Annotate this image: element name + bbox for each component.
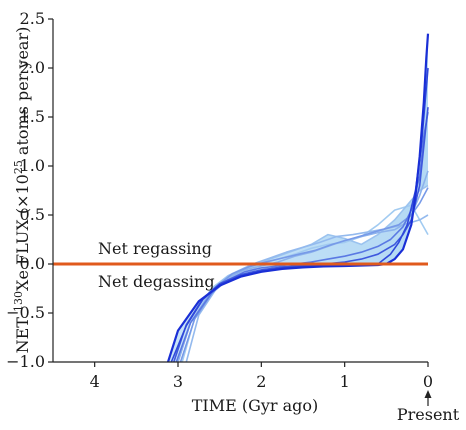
y-tick-label: −1.0 <box>6 352 45 371</box>
ensemble-envelope <box>168 33 428 362</box>
x-tick-label: 1 <box>340 372 350 391</box>
y-tick-label: 2.0 <box>20 58 45 77</box>
y-tick-label: −0.5 <box>6 303 45 322</box>
x-axis-label: TIME (Gyr ago) <box>192 396 319 415</box>
series-group <box>166 33 430 363</box>
annotation-net-degassing: Net degassing <box>98 272 215 291</box>
labels-group: Net regassing Net degassing TIME (Gyr ag… <box>12 27 460 424</box>
y-tick-label: 2.5 <box>20 9 45 28</box>
ensemble-fill <box>168 33 428 362</box>
y-tick-label: 0.0 <box>20 254 45 273</box>
axes-group: −1.0 −0.5 0.0 0.5 1.0 1.5 2.0 2.5 4 3 2 1 0 <box>6 9 433 406</box>
series-line-9 <box>179 187 429 363</box>
x-tick-label: 4 <box>90 372 100 391</box>
y-tick-label: 1.0 <box>20 156 45 175</box>
series-line-1 <box>166 33 430 363</box>
y-tick-label: 1.5 <box>20 107 45 126</box>
annotation-net-regassing: Net regassing <box>98 239 212 258</box>
annotation-present: Present <box>397 405 460 424</box>
x-tick-label: 0 <box>423 372 433 391</box>
x-tick-label: 3 <box>173 372 183 391</box>
x-tick-label: 2 <box>256 372 266 391</box>
series-line-5 <box>177 184 429 363</box>
y-axis-label: NET 130Xe FLUX (×1025 atoms per year) <box>12 27 33 354</box>
y-tick-label: 0.5 <box>20 205 45 224</box>
present-arrow-head <box>424 390 432 398</box>
